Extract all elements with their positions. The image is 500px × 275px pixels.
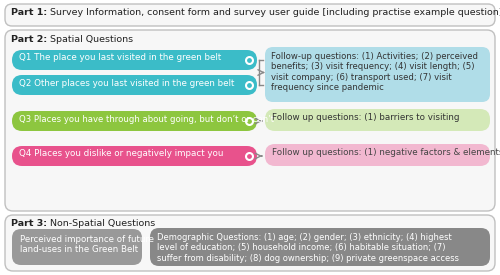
FancyBboxPatch shape <box>12 111 257 131</box>
Text: Follow up questions: (1) negative factors & elements: Follow up questions: (1) negative factor… <box>272 148 500 157</box>
Text: Non-Spatial Questions: Non-Spatial Questions <box>47 219 155 228</box>
Text: Part 2:: Part 2: <box>11 35 47 44</box>
Text: Part 1:: Part 1: <box>11 8 47 17</box>
FancyBboxPatch shape <box>12 50 257 70</box>
FancyBboxPatch shape <box>265 144 490 166</box>
FancyBboxPatch shape <box>12 229 142 265</box>
FancyBboxPatch shape <box>12 146 257 166</box>
FancyBboxPatch shape <box>150 228 490 266</box>
FancyBboxPatch shape <box>12 75 257 95</box>
Text: Perceived importance of future
land-uses in the Green Belt: Perceived importance of future land-uses… <box>20 235 154 254</box>
FancyBboxPatch shape <box>5 215 495 271</box>
FancyBboxPatch shape <box>265 47 490 102</box>
Text: Follow-up questions: (1) Activities; (2) perceived
benefits; (3) visit frequency: Follow-up questions: (1) Activities; (2)… <box>271 52 478 92</box>
Text: Q4 Places you dislike or negatively impact you: Q4 Places you dislike or negatively impa… <box>19 150 224 158</box>
Text: Follow up questions: (1) barriers to visiting: Follow up questions: (1) barriers to vis… <box>272 113 460 122</box>
Text: Demographic Questions: (1) age; (2) gender; (3) ethnicity; (4) highest
level of : Demographic Questions: (1) age; (2) gend… <box>157 233 459 263</box>
Text: Q2 Other places you last visited in the green belt: Q2 Other places you last visited in the … <box>19 78 234 87</box>
Text: Survey Information, consent form and survey user guide [including practise examp: Survey Information, consent form and sur… <box>47 8 500 17</box>
FancyBboxPatch shape <box>5 30 495 211</box>
FancyBboxPatch shape <box>5 4 495 26</box>
Text: Q3 Places you have through about going, but don’t or can’t: Q3 Places you have through about going, … <box>19 114 274 123</box>
FancyBboxPatch shape <box>265 109 490 131</box>
Text: Q1 The place you last visited in the green belt: Q1 The place you last visited in the gre… <box>19 54 221 62</box>
Text: Spatial Questions: Spatial Questions <box>47 35 133 44</box>
Text: Part 3:: Part 3: <box>11 219 47 228</box>
